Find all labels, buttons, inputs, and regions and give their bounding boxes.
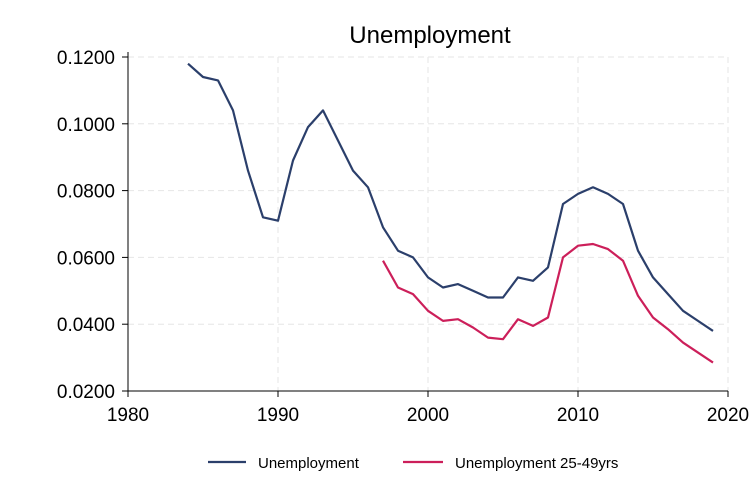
x-tick-label: 2010 (557, 405, 599, 426)
axes: 0.0200 0.0400 0.0600 0.0800 0.1000 0.1200 1980… (57, 48, 749, 426)
y-tick-label: 0.0600 (57, 248, 115, 269)
series-line-2 (382, 242, 714, 364)
legend: Unemployment Unemployment 25-49yrs (208, 455, 618, 472)
x-tick-label: 1990 (257, 405, 299, 426)
legend-label-1: Unemployment (258, 455, 360, 472)
y-tick-label: 0.0200 (57, 382, 115, 403)
y-tick-label: 0.0800 (57, 182, 115, 203)
series-lines (187, 62, 714, 364)
chart-title: Unemployment (349, 22, 511, 49)
series-line-1 (187, 62, 714, 332)
grid-lines (127, 56, 729, 392)
y-tick-label: 0.1200 (57, 48, 115, 69)
y-tick-label: 0.1000 (57, 115, 115, 136)
x-tick-label: 2000 (407, 405, 449, 426)
x-tick-label: 2020 (707, 405, 749, 426)
legend-label-2: Unemployment 25-49yrs (455, 455, 618, 472)
y-tick-label: 0.0400 (57, 315, 115, 336)
x-tick-label: 1980 (107, 405, 149, 426)
